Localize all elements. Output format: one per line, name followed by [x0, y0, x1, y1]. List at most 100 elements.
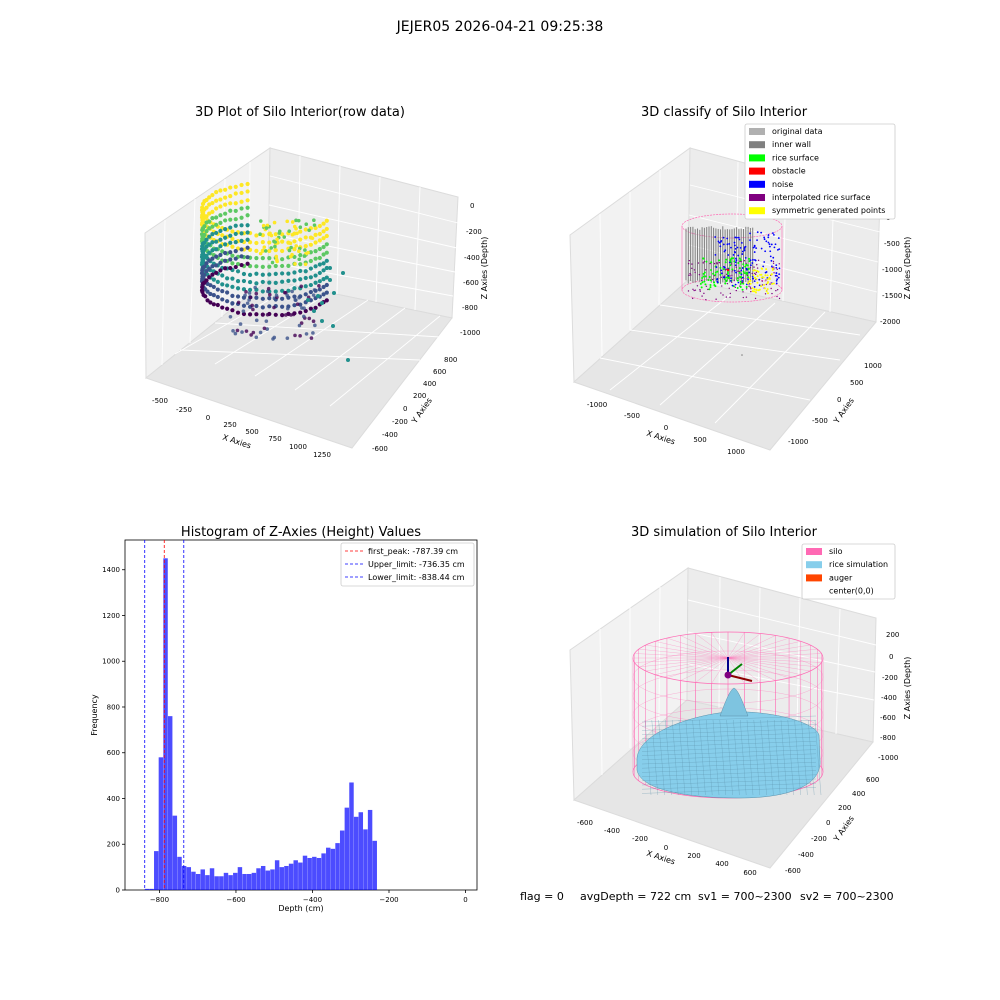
- raw-y-tick: 0: [403, 405, 407, 413]
- raw-y-tick: 400: [423, 380, 436, 388]
- cls-z-tick: -2000: [880, 318, 900, 326]
- histogram-bar: [242, 873, 247, 890]
- sim-y-tick: -600: [785, 867, 801, 875]
- histogram-bar: [233, 872, 238, 890]
- histogram-bar: [154, 851, 159, 890]
- classify-legend-entry: inner wall: [772, 140, 811, 149]
- raw-x-tick: -250: [176, 406, 192, 414]
- raw-y-tick: 200: [413, 392, 426, 400]
- cls-y-tick: -1000: [788, 438, 808, 446]
- cls-x-tick: 1000: [727, 448, 745, 456]
- sim-y-tick: 200: [838, 804, 851, 812]
- histogram-bar: [177, 856, 182, 890]
- histogram-bar: [191, 871, 196, 890]
- simulation-legend-entry: auger: [829, 573, 853, 582]
- figure-suptitle: JEJER05 2026-04-21 09:25:38: [396, 19, 604, 35]
- sim-z-label: Z Axies (Depth): [903, 657, 912, 720]
- histogram-y-tick: 1000: [102, 658, 120, 666]
- status-flag: flag = 0: [520, 890, 564, 903]
- histogram-bar: [200, 869, 205, 890]
- histogram-bar: [223, 872, 229, 890]
- histogram-bar: [265, 870, 271, 890]
- cls-x-tick: 0: [664, 424, 668, 432]
- histogram-bar: [149, 888, 154, 890]
- histogram-legend-entry: Upper_limit: -736.35 cm: [368, 560, 465, 569]
- cls-y-tick: -500: [812, 417, 828, 425]
- histogram-y-tick: 1400: [102, 566, 120, 574]
- classify-legend-entry: obstacle: [772, 167, 806, 176]
- histogram-y-tick: 200: [107, 841, 120, 849]
- histogram-y-tick: 400: [107, 795, 120, 803]
- histogram-x-tick: −800: [150, 896, 169, 904]
- histogram-bar: [260, 865, 266, 890]
- histogram-bar: [158, 757, 164, 890]
- sim-z-tick: -400: [881, 694, 897, 702]
- raw-x-tick: -500: [152, 397, 168, 405]
- raw-z-tick: 0: [470, 202, 474, 210]
- histogram-y-label: Frequency: [90, 694, 99, 736]
- histogram-bar: [167, 716, 173, 890]
- histogram-x-tick: 0: [463, 896, 467, 904]
- status-sv2: sv2 = 700~2300: [800, 890, 894, 903]
- rice-simulation-surface: [636, 687, 822, 799]
- cls-z-tick: -1500: [882, 292, 902, 300]
- sim-x-tick: -400: [604, 827, 620, 835]
- classify-legend-entry: rice surface: [772, 153, 819, 162]
- classify-legend-entry: noise: [772, 180, 793, 189]
- classify-legend-entry: original data: [772, 127, 823, 136]
- sim-x-tick: 200: [687, 852, 700, 860]
- raw-y-tick: 800: [444, 356, 457, 364]
- cls-x-tick: -1000: [587, 401, 607, 409]
- histogram-bar: [214, 876, 219, 890]
- classify-legend-entry: interpolated rice surface: [772, 193, 870, 202]
- histogram-x-tick: −400: [303, 896, 322, 904]
- histogram-bar: [358, 812, 364, 890]
- histogram-bar: [326, 847, 331, 890]
- simulation-legend: silo rice simulation auger center(0,0): [801, 543, 896, 600]
- raw-z-label: Z Axies (Depth): [480, 237, 489, 300]
- histogram-bar: [270, 869, 275, 890]
- histogram-bar: [274, 860, 280, 890]
- raw-x-tick: 750: [268, 435, 281, 443]
- histogram-bar: [321, 853, 326, 890]
- histogram-bar: [339, 830, 345, 890]
- cls-z-label: Z Axies (Depth): [903, 237, 912, 300]
- raw-y-label: Y Axies: [409, 396, 434, 426]
- cls-z-tick: -1000: [882, 266, 902, 274]
- raw-z-tick: -400: [464, 254, 480, 262]
- cls-y-tick: 0: [837, 396, 841, 404]
- sim-y-tick: 600: [866, 776, 879, 784]
- histogram-threshold-lines: [144, 540, 185, 890]
- histogram-bar: [307, 857, 312, 890]
- histogram-bar: [349, 782, 354, 890]
- raw-x-tick: 1000: [289, 443, 307, 451]
- histogram-bar: [316, 857, 322, 890]
- histogram-bars: [144, 558, 377, 890]
- cls-z-tick: -500: [884, 240, 900, 248]
- histogram-bar: [219, 876, 224, 890]
- sim-x-tick: 400: [715, 860, 728, 868]
- raw-y-tick: -400: [382, 431, 398, 439]
- histogram-bar: [363, 829, 368, 890]
- classify-3d-axes-box: [569, 147, 881, 451]
- histogram-bar: [312, 856, 317, 890]
- sim-z-tick: -200: [882, 674, 898, 682]
- simulation-legend-entry: silo: [829, 547, 843, 556]
- raw-y-tick: -600: [372, 445, 388, 453]
- sim-x-tick: -200: [632, 835, 648, 843]
- panel-classify-3d: 3D classify of Silo Interior: [569, 105, 912, 456]
- raw-y-tick: -200: [392, 418, 408, 426]
- histogram-legend-entry: first_peak: -787.39 cm: [368, 547, 458, 556]
- simulation-legend-entry: center(0,0): [829, 587, 874, 596]
- cls-x-tick: 500: [693, 436, 706, 444]
- histogram-y-ticks: 0 200 400 600 800 1000 1200 1400: [102, 566, 125, 895]
- classify-3d-title: 3D classify of Silo Interior: [641, 105, 808, 120]
- sim-y-tick: 0: [826, 819, 830, 827]
- histogram-x-tick: −600: [226, 896, 245, 904]
- histogram-y-tick: 1200: [102, 612, 120, 620]
- histogram-plot-frame: [124, 539, 478, 891]
- cls-y-tick: 500: [850, 379, 863, 387]
- histogram-bar: [298, 862, 303, 890]
- raw-x-tick: 0: [206, 414, 210, 422]
